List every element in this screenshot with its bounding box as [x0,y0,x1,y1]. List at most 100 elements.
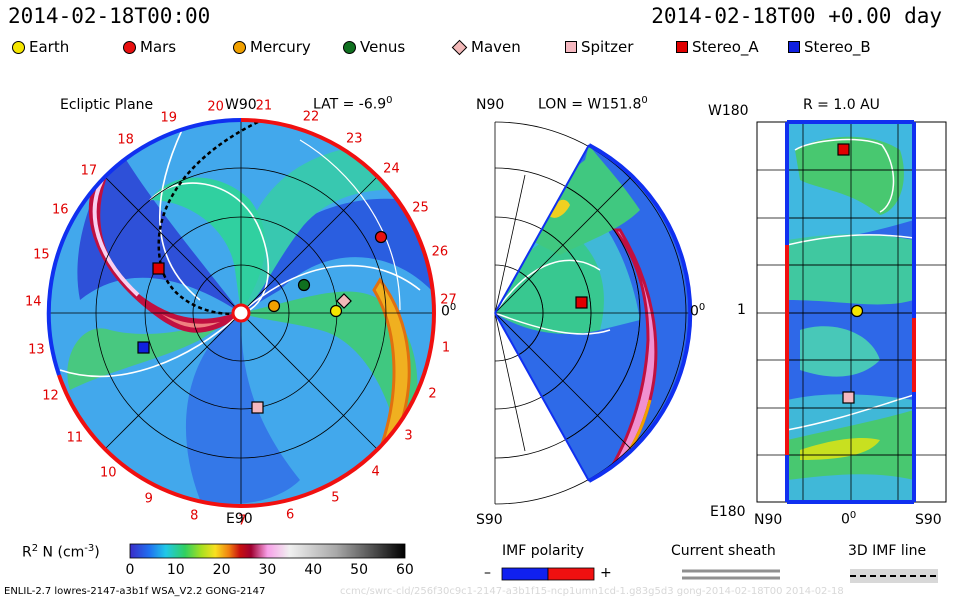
legend-label: Maven [471,38,521,56]
ecliptic-top-label: W90 [225,97,257,113]
ecliptic-title: Ecliptic Plane [60,97,154,113]
legend-label: Spitzer [581,38,634,56]
rotation-label: 10 [99,465,117,481]
radial-bottom-left: E180 [710,504,746,520]
colorbar-tick: 10 [166,562,185,578]
rotation-label: 17 [80,163,98,179]
legend-item-mercury: Mercury [233,38,311,56]
rotation-label: 5 [331,490,340,506]
ecliptic-right-label: 00 [441,302,457,320]
meridional-bottom-left: S90 [476,512,503,528]
mars-legend-icon [123,40,136,54]
rotation-label: 21 [255,98,273,114]
rotation-label: 20 [207,99,224,115]
rotation-label: 24 [383,161,400,177]
imf-negative-swatch [501,567,549,581]
stereo-b-marker [137,341,150,354]
radial-earth-marker [850,304,864,318]
current-sheath-title: Current sheath [671,543,776,559]
radial-panel [756,120,947,504]
radial-stereo-a-marker [837,143,850,156]
rotation-label: 7 [238,513,247,529]
earth-marker [329,304,343,318]
rotation-label: 19 [160,110,177,126]
colorbar-tick: 30 [258,562,277,578]
rotation-label: 26 [431,244,449,260]
rotation-label: 2 [428,386,437,402]
rotation-label: 27 [440,292,457,308]
radial-bottom-zero: 00 [841,510,857,528]
mars-marker [374,230,388,244]
earth-legend-icon [12,40,25,54]
footer-model-info: ENLIL-2.7 lowres-2147-a3b1f WSA_V2.2 GON… [4,586,266,597]
colorbar-tick: 40 [304,562,323,578]
colorbar-tick: 60 [396,562,414,578]
legend-label: Earth [29,38,70,56]
rotation-label: 4 [371,464,380,480]
legend-item-venus: Venus [343,38,405,56]
rotation-label: 22 [302,109,320,125]
colorbar-tick: 50 [350,562,368,578]
rotation-label: 16 [51,202,69,218]
rotation-label: 15 [33,247,50,262]
radial-spitzer-marker [842,391,855,404]
imf-positive-swatch [547,567,595,581]
maven-marker [336,293,352,309]
meridional-lon-label: LON = W151.80 [538,95,648,113]
meridional-stereo-a-marker [575,296,588,309]
rotation-label: 13 [28,342,45,358]
venus-marker [297,278,311,292]
rotation-label: 8 [190,508,199,524]
mercury-legend-icon [233,40,246,54]
legend-item-spitzer: Spitzer [565,38,633,56]
legend-label: Stereo_A [692,38,759,56]
colorbar-tick: 0 [125,562,135,578]
spitzer-marker [251,401,264,414]
imf-minus-label: – [484,565,491,581]
rotation-label: 6 [286,507,295,523]
rotation-label: 14 [25,294,42,310]
radial-top-left: W180 [708,103,749,119]
ecliptic-bottom-label: E90 [226,511,253,527]
left-timestamp: 2014-02-18T00:00 [8,4,211,28]
imf-line-title: 3D IMF line [848,543,927,559]
ecliptic-lat-label: LAT = -6.90 [313,95,393,113]
rotation-label: 3 [404,428,413,444]
rotation-label: 9 [144,491,153,507]
legend-label: Mercury [250,38,311,56]
legend-label: Venus [360,38,406,56]
meridional-top-left: N90 [476,97,505,113]
mercury-marker [267,299,281,313]
colorbar [129,543,406,559]
venus-legend-icon [343,40,356,54]
radial-r-label: R = 1.0 AU [803,97,880,113]
rotation-label: 23 [346,131,363,147]
colorbar-tick: 20 [212,562,231,578]
legend-label: Mars [140,38,177,56]
ecliptic-panel [46,118,437,509]
rotation-label: 1 [441,340,451,356]
rotation-label: 25 [412,200,429,216]
colorbar-label: R2 N (cm-3) [22,543,100,561]
stereo-b-legend-icon [788,41,800,53]
right-timestamp: 2014-02-18T00 +0.00 day [651,4,942,28]
radial-mid-left: 1 [737,302,746,318]
legend-item-stereo-a: Stereo_A [676,38,759,56]
imf-plus-label: + [600,565,612,581]
stereo-a-marker [152,262,165,275]
rotation-label: 11 [66,430,84,446]
sun-marker [231,303,251,323]
legend-item-mars: Mars [123,38,176,56]
legend-label: Stereo_B [804,38,871,56]
radial-bottom-n90: N90 [754,512,783,528]
radial-bottom-s90: S90 [915,512,942,528]
meridional-right-label: 00 [690,302,706,320]
rotation-label: 18 [117,132,134,148]
rotation-label: 12 [42,388,59,404]
legend-item-earth: Earth [12,38,69,56]
legend-item-stereo-b: Stereo_B [788,38,871,56]
imf-polarity-title: IMF polarity [502,543,585,559]
footer-run-info: ccmc/swrc-cld/256f30c9c1-2147-a3b1f15-nc… [340,586,844,597]
stereo-a-legend-icon [676,41,688,53]
